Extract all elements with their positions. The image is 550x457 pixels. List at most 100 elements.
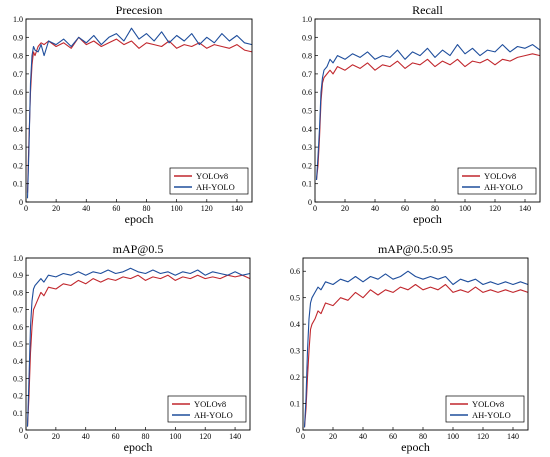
y-tick-label: 0.5 — [13, 107, 23, 116]
y-tick-label: 0.4 — [13, 125, 23, 134]
chart-panel-2: Recall 0 20 40 60 80 100 120 140 0 0.1 0.2 0.3 0.4 0.5… — [302, 3, 541, 226]
x-tick-label: 20 — [329, 432, 337, 441]
y-tick-label: 0.2 — [13, 392, 23, 401]
y-tick-label: 0.7 — [13, 70, 23, 79]
chart-panel-3: mAP@0.5 0 20 40 60 80 100 120 140 0 0.1 0.2 0.3 0.4 0.… — [13, 242, 251, 454]
x-tick-label: 40 — [82, 432, 90, 441]
x-axis-label: epoch — [124, 440, 153, 454]
x-tick-label: 40 — [371, 204, 379, 213]
x-tick-label: 140 — [507, 432, 519, 441]
legend-label: YOLOv8 — [194, 399, 226, 409]
plot-frame — [302, 257, 529, 431]
x-tick-label: 80 — [419, 432, 427, 441]
x-tick-label: 80 — [431, 204, 439, 213]
y-tick-label: 0 — [296, 426, 300, 435]
series-line-ah-yolo — [315, 44, 541, 181]
x-tick-label: 80 — [141, 432, 149, 441]
chart-panel-1: Precesion 0 20 40 60 80 100 120 140 0 0.1 0.2 0.3 0.4… — [13, 3, 253, 226]
y-tick-label: 0.3 — [302, 143, 312, 152]
y-tick-label: 0.6 — [13, 88, 23, 97]
y-tick-label: 0.2 — [302, 161, 312, 170]
y-tick-label: 0.3 — [13, 143, 23, 152]
y-tick-label: 0 — [19, 426, 23, 435]
x-tick-label: 120 — [201, 204, 213, 213]
x-axis-label: epoch — [401, 440, 430, 454]
legend-label: AH-YOLO — [472, 410, 511, 420]
x-tick-label: 20 — [52, 432, 60, 441]
x-tick-label: 140 — [231, 204, 243, 213]
legend-label: AH-YOLO — [194, 410, 233, 420]
x-tick-label: 100 — [169, 432, 181, 441]
x-axis-label: epoch — [413, 212, 442, 226]
x-tick-label: 0 — [313, 204, 317, 213]
y-tick-label: 0.3 — [290, 347, 300, 356]
x-tick-label: 0 — [24, 204, 28, 213]
y-tick-label: 0.2 — [290, 373, 300, 382]
x-tick-label: 0 — [301, 432, 305, 441]
y-tick-label: 0.7 — [13, 306, 23, 315]
legend-label: YOLOv8 — [196, 171, 228, 181]
y-tick-label: 0.5 — [290, 294, 300, 303]
x-tick-label: 40 — [359, 432, 367, 441]
x-tick-label: 100 — [459, 204, 471, 213]
x-tick-label: 120 — [199, 432, 211, 441]
y-tick-label: 0.6 — [302, 88, 312, 97]
y-tick-label: 1.0 — [302, 15, 312, 24]
x-axis-label: epoch — [125, 212, 154, 226]
y-tick-label: 0.8 — [302, 52, 312, 61]
x-tick-label: 80 — [143, 204, 151, 213]
legend-box — [457, 167, 537, 195]
y-tick-label: 0.5 — [302, 107, 312, 116]
y-tick-label: 0 — [308, 198, 312, 207]
legend-label: AH-YOLO — [484, 182, 523, 192]
y-tick-label: 0.9 — [302, 33, 312, 42]
series-line-yolov8 — [26, 274, 251, 427]
series-line-ah-yolo — [26, 27, 253, 199]
chart-title: mAP@0.5 — [113, 242, 164, 256]
y-tick-label: 1.0 — [13, 254, 23, 263]
x-tick-label: 140 — [519, 204, 531, 213]
x-tick-label: 20 — [52, 204, 60, 213]
x-tick-label: 60 — [112, 432, 120, 441]
y-tick-label: 0.5 — [13, 340, 23, 349]
y-tick-label: 1.0 — [13, 15, 23, 24]
legend-box — [167, 395, 247, 423]
y-tick-label: 0.1 — [13, 409, 23, 418]
series-line-ah-yolo — [303, 270, 529, 428]
legend-label: YOLOv8 — [472, 399, 504, 409]
series-line-yolov8 — [26, 36, 253, 193]
x-tick-label: 0 — [24, 432, 28, 441]
y-tick-label: 0.3 — [13, 374, 23, 383]
x-tick-label: 40 — [82, 204, 90, 213]
x-tick-label: 100 — [447, 432, 459, 441]
x-tick-label: 120 — [477, 432, 489, 441]
y-tick-label: 0.2 — [13, 161, 23, 170]
series-line-yolov8 — [303, 283, 529, 428]
y-tick-label: 0.4 — [13, 357, 23, 366]
y-tick-label: 0.8 — [13, 52, 23, 61]
x-tick-label: 60 — [112, 204, 120, 213]
x-tick-label: 120 — [489, 204, 501, 213]
x-tick-label: 60 — [389, 432, 397, 441]
chart-title: Precesion — [116, 3, 163, 17]
y-tick-label: 0.9 — [13, 271, 23, 280]
x-tick-label: 60 — [401, 204, 409, 213]
y-tick-label: 0.6 — [290, 267, 300, 276]
series-line-ah-yolo — [26, 267, 251, 427]
legend-box — [445, 395, 525, 423]
y-tick-label: 0.1 — [290, 400, 300, 409]
y-tick-label: 0.1 — [302, 180, 312, 189]
y-tick-label: 0.6 — [13, 323, 23, 332]
legend-label: YOLOv8 — [484, 171, 516, 181]
chart-title: Recall — [412, 3, 443, 17]
y-tick-label: 0.1 — [13, 180, 23, 189]
y-tick-label: 0.4 — [302, 125, 312, 134]
x-tick-label: 100 — [171, 204, 183, 213]
series-line-yolov8 — [315, 53, 541, 181]
y-tick-label: 0 — [19, 198, 23, 207]
x-tick-label: 140 — [229, 432, 241, 441]
